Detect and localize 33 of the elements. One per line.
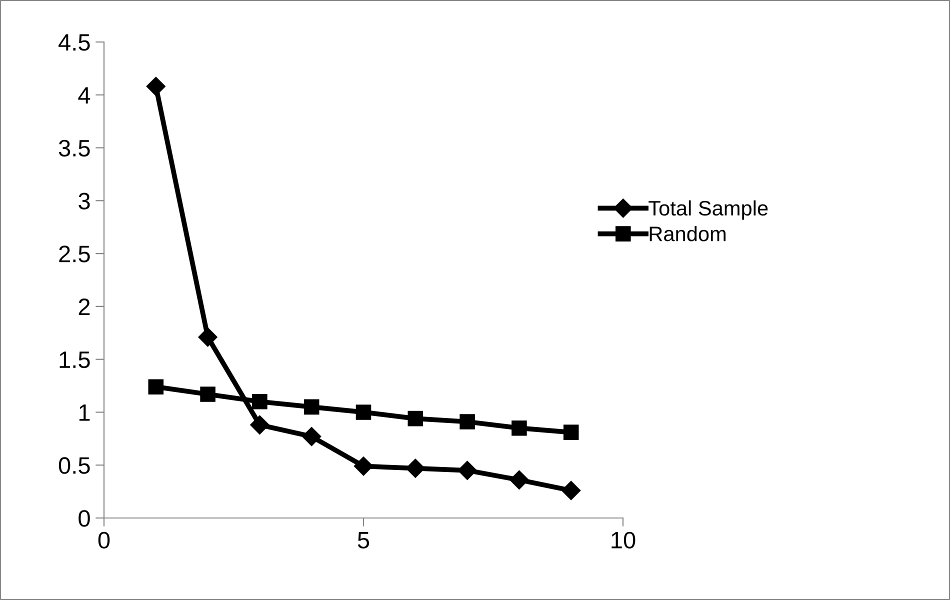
point xyxy=(148,379,164,394)
point xyxy=(252,394,268,410)
point xyxy=(460,414,475,430)
point xyxy=(146,76,166,96)
point xyxy=(458,460,477,480)
y-tick-label: 4 xyxy=(78,87,90,104)
point xyxy=(406,458,425,478)
y-tick-label: 2.5 xyxy=(59,246,90,262)
y-tick-label: 1.5 xyxy=(60,352,90,368)
point xyxy=(354,456,374,476)
point xyxy=(200,386,216,402)
y-tick-label: 0 xyxy=(78,510,90,527)
y-tick-label: 3 xyxy=(78,192,90,210)
x-tick-label: 0 xyxy=(98,532,110,549)
point xyxy=(198,328,218,347)
point xyxy=(563,424,579,440)
y-tick-label: 1 xyxy=(79,404,90,421)
legend-label: Random xyxy=(650,226,726,242)
point xyxy=(510,470,529,490)
y-tick-label: 4.5 xyxy=(58,34,90,51)
x-tick-label: 5 xyxy=(358,532,370,549)
point xyxy=(250,415,270,434)
point xyxy=(512,420,527,436)
y-tick-label: 3.5 xyxy=(58,140,90,157)
legend-label: Total Sample xyxy=(648,200,768,220)
y-tick-label: 0.5 xyxy=(58,457,90,474)
y-tick-label: 2 xyxy=(78,298,90,315)
point xyxy=(302,427,322,446)
x-tick-label: 10 xyxy=(612,532,636,549)
point xyxy=(356,404,372,420)
point xyxy=(408,410,424,426)
point xyxy=(304,399,320,415)
point xyxy=(562,480,581,500)
